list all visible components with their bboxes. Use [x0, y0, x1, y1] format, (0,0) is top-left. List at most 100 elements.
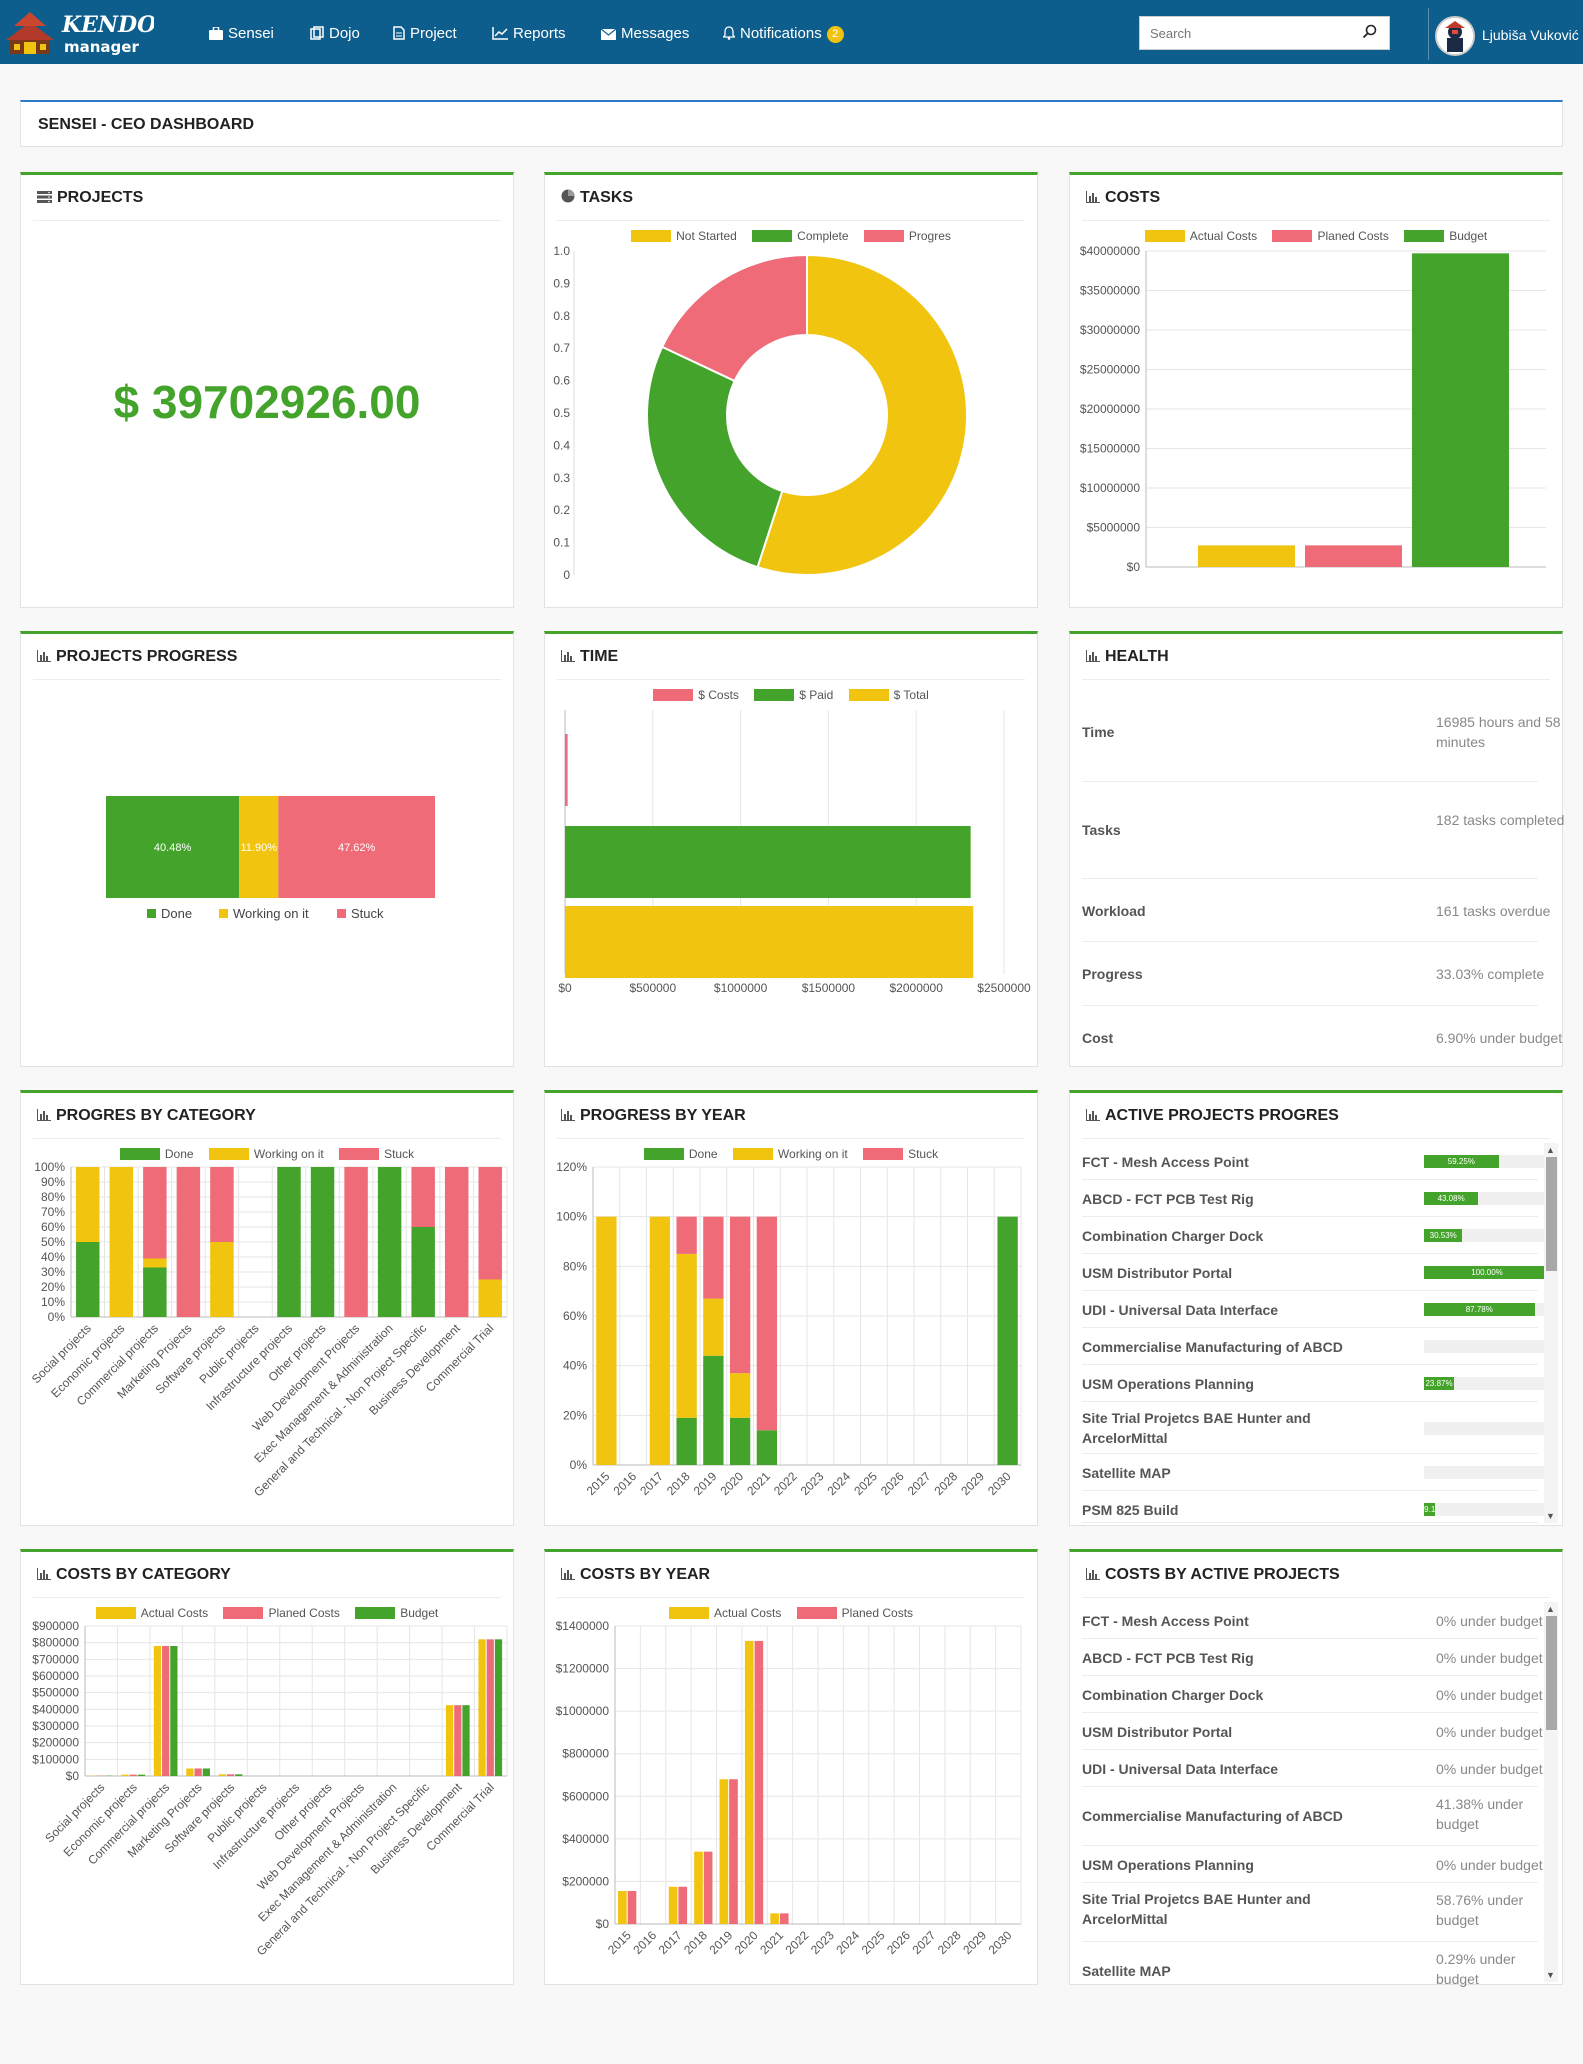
y-tick-label: $40000000 — [1080, 244, 1140, 258]
legend-item[interactable]: Actual Costs — [668, 1606, 781, 1620]
active-project-name[interactable]: USM Distributor Portal — [1082, 1265, 1233, 1281]
cost-project-name[interactable]: USM Distributor Portal — [1082, 1724, 1233, 1740]
legend-item[interactable]: Planed Costs — [796, 1606, 913, 1620]
avatar[interactable] — [1435, 16, 1475, 56]
cost-project-row[interactable]: UDI - Universal Data Interface 0% under b… — [1082, 1750, 1543, 1787]
active-project-name[interactable]: Satellite MAP — [1082, 1465, 1171, 1481]
x-tick-label: 2024 — [824, 1469, 853, 1498]
legend-item[interactable]: Progres — [863, 229, 951, 243]
cost-project-name[interactable]: USM Operations Planning — [1082, 1857, 1254, 1873]
active-project-name[interactable]: PSM 825 Build — [1082, 1502, 1179, 1518]
legend-item[interactable]: Done — [643, 1147, 718, 1161]
cost-project-row[interactable]: ABCD - FCT PCB Test Rig 0% under budget — [1082, 1639, 1543, 1676]
active-project-row[interactable]: Commercialise Manufacturing of ABCD — [1082, 1328, 1550, 1365]
samurai-avatar-icon — [1437, 18, 1473, 54]
search-input[interactable] — [1139, 16, 1390, 50]
cost-project-row[interactable]: FCT - Mesh Access Point 0% under budget — [1082, 1602, 1543, 1639]
legend-item[interactable]: Complete — [752, 229, 849, 243]
legend-item[interactable]: $ Costs — [653, 688, 739, 702]
legend-item[interactable]: Done — [119, 1147, 194, 1161]
cost-project-row[interactable]: Site Trial Projetcs BAE Hunter and Arcel… — [1082, 1883, 1538, 1942]
cost-project-name[interactable]: Combination Charger Dock — [1082, 1687, 1264, 1703]
active-project-row[interactable]: UDI - Universal Data Interface 87.78% — [1082, 1291, 1550, 1328]
nav-sensei-label: Sensei — [228, 25, 274, 42]
kendo-manager-logo[interactable]: KENDO manager — [4, 6, 154, 58]
active-project-name[interactable]: Site Trial Projetcs BAE Hunter and Arcel… — [1082, 1410, 1311, 1446]
cost-project-row[interactable]: Combination Charger Dock 0% under budget — [1082, 1676, 1543, 1713]
cost-project-row[interactable]: USM Distributor Portal 0% under budget — [1082, 1713, 1543, 1750]
legend-item[interactable]: Planed Costs — [1272, 229, 1389, 243]
cost-project-name[interactable]: UDI - Universal Data Interface — [1082, 1761, 1279, 1777]
nav-sensei[interactable]: Sensei — [209, 0, 274, 64]
scrollbar-thumb[interactable] — [1546, 1616, 1557, 1730]
legend-item[interactable]: Working on it — [732, 1147, 848, 1161]
active-project-row[interactable]: Satellite MAP — [1082, 1454, 1550, 1491]
x-tick-label: $2000000 — [890, 981, 944, 995]
active-project-name[interactable]: ABCD - FCT PCB Test Rig — [1082, 1191, 1254, 1207]
legend-item[interactable]: Working on it — [208, 1147, 324, 1161]
copy-icon — [310, 26, 324, 40]
cost-project-row[interactable]: Satellite MAP 0.29% under budget — [1082, 1942, 1538, 1987]
search-icon[interactable] — [1362, 24, 1377, 39]
nav-messages[interactable]: Messages — [600, 0, 689, 64]
bell-icon — [722, 26, 736, 40]
progress-bar: 43.08% — [1424, 1192, 1550, 1205]
legend-item[interactable]: Stuck — [863, 1147, 938, 1161]
active-project-row[interactable]: FCT - Mesh Access Point 59.25% — [1082, 1143, 1550, 1180]
nav-dojo[interactable]: Dojo — [310, 0, 360, 64]
user-name[interactable]: Ljubiša Vuković — [1482, 27, 1579, 43]
active-project-name[interactable]: Commercialise Manufacturing of ABCD — [1082, 1339, 1343, 1355]
active-project-row[interactable]: PSM 825 Build 9.1 — [1082, 1491, 1550, 1523]
nav-reports[interactable]: Reports — [492, 0, 566, 64]
active-project-name[interactable]: Combination Charger Dock — [1082, 1228, 1264, 1244]
bar — [997, 1216, 1018, 1465]
active-project-row[interactable]: USM Operations Planning 23.87% — [1082, 1365, 1550, 1402]
x-tick-label: 2015 — [584, 1469, 613, 1498]
active-project-row[interactable]: Site Trial Projetcs BAE Hunter and Arcel… — [1082, 1402, 1550, 1454]
bar — [478, 1167, 502, 1280]
y-tick-label: $0 — [66, 1769, 80, 1783]
legend-item[interactable]: $ Paid — [754, 688, 833, 702]
active-project-name[interactable]: FCT - Mesh Access Point — [1082, 1154, 1249, 1170]
y-tick-label: 90% — [41, 1175, 65, 1189]
cost-project-name[interactable]: FCT - Mesh Access Point — [1082, 1613, 1249, 1629]
scroll-down-icon[interactable]: ▼ — [1546, 1511, 1555, 1521]
active-project-name[interactable]: USM Operations Planning — [1082, 1376, 1254, 1392]
cost-project-name[interactable]: ABCD - FCT PCB Test Rig — [1082, 1650, 1254, 1666]
cost-project-name[interactable]: Commercialise Manufacturing of ABCD — [1082, 1808, 1343, 1824]
active-projects-scrollbar[interactable]: ▲ ▼ — [1544, 1143, 1558, 1523]
nav-notifications[interactable]: Notifications 2 — [722, 0, 844, 64]
active-project-row[interactable]: Combination Charger Dock 30.53% — [1082, 1217, 1550, 1254]
active-project-name[interactable]: UDI - Universal Data Interface — [1082, 1302, 1279, 1318]
cost-project-row[interactable]: USM Operations Planning 0% under budget — [1082, 1846, 1543, 1883]
legend-item[interactable]: $ Total — [848, 688, 929, 702]
legend-item[interactable]: Budget — [1404, 229, 1487, 243]
x-tick-label: 2016 — [630, 1928, 659, 1957]
legend-label: Stuck — [351, 906, 384, 921]
costs-by-active-scrollbar[interactable]: ▲ ▼ — [1544, 1602, 1558, 1982]
nav-project[interactable]: Project — [393, 0, 457, 64]
scroll-up-icon[interactable]: ▲ — [1546, 1604, 1555, 1614]
y-tick-label: $20000000 — [1080, 402, 1140, 416]
bar-chart-icon — [561, 650, 575, 662]
y-tick-label: 0 — [563, 568, 570, 582]
x-tick-label: 2023 — [798, 1469, 827, 1498]
active-project-row[interactable]: ABCD - FCT PCB Test Rig 43.08% — [1082, 1180, 1550, 1217]
scroll-up-icon[interactable]: ▲ — [1546, 1145, 1555, 1155]
legend-item[interactable]: Stuck — [339, 1147, 414, 1161]
active-project-row[interactable]: USM Distributor Portal 100.00% — [1082, 1254, 1550, 1291]
legend-item[interactable]: Planed Costs — [223, 1606, 340, 1620]
y-tick-label: 100% — [34, 1160, 65, 1174]
scroll-down-icon[interactable]: ▼ — [1546, 1970, 1555, 1980]
cost-project-name[interactable]: Satellite MAP — [1082, 1963, 1171, 1979]
scrollbar-thumb[interactable] — [1546, 1157, 1557, 1271]
projects-progress-chart: 40.48% 11.90% 47.62% Done Working on it Stuck — [106, 796, 435, 921]
health-row-progress: Progress 33.03% complete — [1082, 942, 1544, 1006]
legend-item[interactable]: Not Started — [631, 229, 737, 243]
legend-item[interactable]: Budget — [355, 1606, 438, 1620]
legend-item[interactable]: Actual Costs — [95, 1606, 208, 1620]
cost-project-name[interactable]: Site Trial Projetcs BAE Hunter and Arcel… — [1082, 1891, 1311, 1927]
legend-item[interactable]: Actual Costs — [1144, 229, 1257, 243]
y-tick-label: $15000000 — [1080, 442, 1140, 456]
cost-project-row[interactable]: Commercialise Manufacturing of ABCD 41.38… — [1082, 1787, 1538, 1846]
